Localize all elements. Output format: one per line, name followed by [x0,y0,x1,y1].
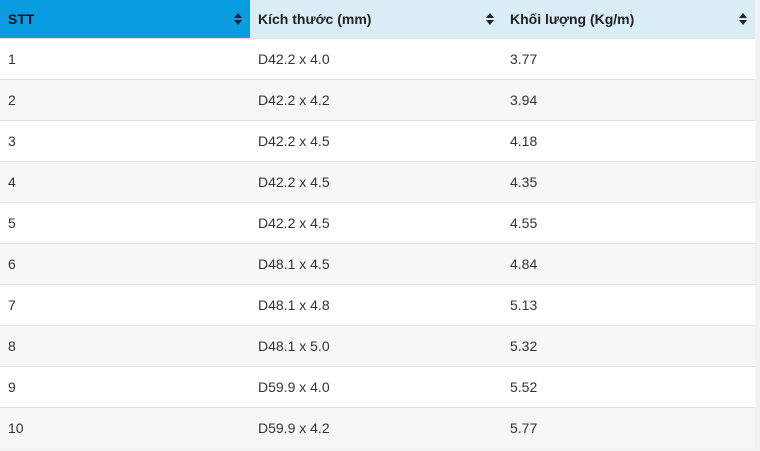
cell-size: D42.2 x 4.5 [250,120,502,162]
table-row: 2 D42.2 x 4.2 3.94 [0,79,755,121]
column-header-size[interactable]: Kích thước (mm) [250,0,502,39]
cell-weight: 5.32 [502,325,755,367]
cell-weight: 4.55 [502,202,755,244]
sort-icon[interactable] [486,13,494,25]
cell-weight: 3.94 [502,79,755,121]
cell-stt: 2 [0,79,250,121]
cell-stt: 6 [0,243,250,285]
table-row: 1 D42.2 x 4.0 3.77 [0,38,755,80]
cell-stt: 9 [0,366,250,408]
cell-weight: 4.84 [502,243,755,285]
table-row: 10 D59.9 x 4.2 5.77 [0,407,755,448]
cell-stt: 3 [0,120,250,162]
table-row: 6 D48.1 x 4.5 4.84 [0,243,755,285]
cell-size: D59.9 x 4.2 [250,407,502,448]
table-row: 9 D59.9 x 4.0 5.52 [0,366,755,408]
cell-stt: 1 [0,38,250,80]
table-row: 7 D48.1 x 4.8 5.13 [0,284,755,326]
table-row: 5 D42.2 x 4.5 4.55 [0,202,755,244]
table-row: 3 D42.2 x 4.5 4.18 [0,120,755,162]
cell-weight: 4.35 [502,161,755,203]
column-header-label: STT [8,11,35,27]
cell-weight: 5.52 [502,366,755,408]
cell-size: D42.2 x 4.0 [250,38,502,80]
cell-stt: 8 [0,325,250,367]
column-header-weight[interactable]: Khối lượng (Kg/m) [502,0,755,39]
cell-stt: 4 [0,161,250,203]
cell-size: D48.1 x 5.0 [250,325,502,367]
cell-weight: 4.18 [502,120,755,162]
sort-icon[interactable] [234,13,242,25]
cell-stt: 5 [0,202,250,244]
cell-weight: 5.77 [502,407,755,448]
cell-weight: 3.77 [502,38,755,80]
table-header-row: STT Kích thước (mm) Khối lượng (Kg/m) [0,0,755,39]
table-row: 4 D42.2 x 4.5 4.35 [0,161,755,203]
cell-size: D48.1 x 4.8 [250,284,502,326]
cell-size: D59.9 x 4.0 [250,366,502,408]
sort-icon[interactable] [739,13,747,25]
cell-stt: 10 [0,407,250,448]
column-header-label: Kích thước (mm) [258,11,372,27]
table-row: 8 D48.1 x 5.0 5.32 [0,325,755,367]
cell-size: D42.2 x 4.5 [250,202,502,244]
cell-size: D42.2 x 4.2 [250,79,502,121]
cell-size: D48.1 x 4.5 [250,243,502,285]
cell-size: D42.2 x 4.5 [250,161,502,203]
column-header-label: Khối lượng (Kg/m) [510,11,635,27]
cell-weight: 5.13 [502,284,755,326]
column-header-stt[interactable]: STT [0,0,250,39]
cell-stt: 7 [0,284,250,326]
